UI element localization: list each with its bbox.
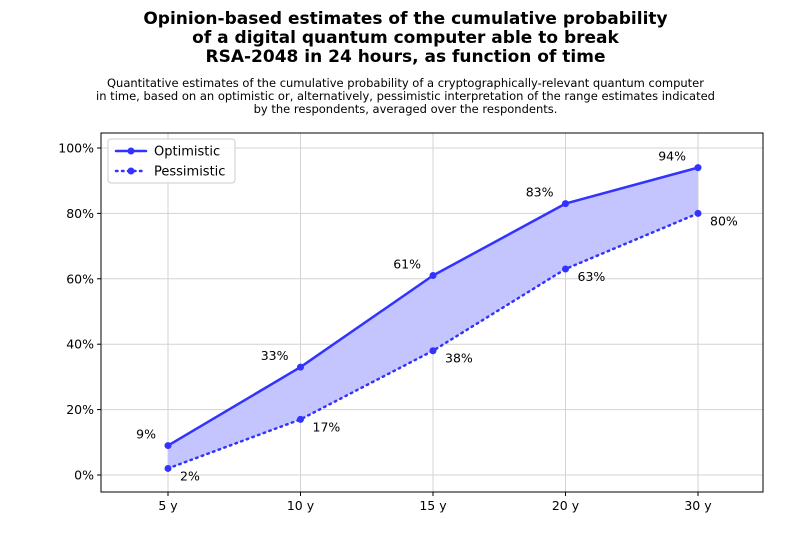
legend-label-pessimistic: Pessimistic (154, 165, 225, 180)
chart-subtitle-line-2: in time, based on an optimistic or, alte… (96, 89, 715, 103)
x-tick-label-1: 10 y (287, 498, 315, 513)
data-label-optimistic-1: 33% (261, 348, 289, 363)
y-tick-label-0: 0% (74, 468, 94, 483)
legend: Optimistic Pessimistic (107, 138, 236, 184)
data-label-optimistic-4: 94% (658, 149, 686, 164)
chart-title-line-1: Opinion-based estimates of the cumulativ… (143, 9, 668, 29)
data-label-optimistic-2: 61% (393, 257, 421, 272)
range-band (168, 167, 698, 469)
y-tick-label-3: 60% (66, 271, 94, 286)
point-optimistic-1 (297, 363, 304, 371)
x-tick-label-4: 30 y (684, 498, 712, 513)
y-tick-label-2: 40% (66, 337, 94, 352)
point-pessimistic-3 (562, 265, 569, 273)
y-tick-label-4: 80% (66, 206, 94, 221)
legend-label-optimistic: Optimistic (154, 145, 220, 160)
data-label-pessimistic-2: 38% (445, 351, 473, 366)
chart-title-line-2: of a digital quantum computer able to br… (192, 28, 619, 48)
data-label-pessimistic-1: 17% (313, 419, 341, 434)
data-label-pessimistic-4: 80% (710, 213, 738, 228)
data-label-pessimistic-3: 63% (578, 269, 606, 284)
x-tick-label-2: 15 y (419, 498, 447, 513)
chart-title: Opinion-based estimates of the cumulativ… (0, 10, 811, 67)
x-tick-label-0: 5 y (158, 498, 178, 513)
point-pessimistic-1 (297, 415, 304, 423)
data-label-optimistic-0: 9% (136, 427, 156, 442)
point-optimistic-0 (164, 442, 172, 450)
point-optimistic-2 (429, 272, 437, 280)
legend-marker-pessimistic (127, 167, 135, 175)
chart-title-line-3: RSA-2048 in 24 hours, as function of tim… (205, 47, 606, 67)
data-label-pessimistic-0: 2% (180, 468, 200, 483)
point-pessimistic-2 (429, 347, 437, 355)
point-pessimistic-4 (694, 209, 702, 217)
chart-subtitle: Quantitative estimates of the cumulative… (0, 77, 811, 116)
point-pessimistic-0 (164, 464, 172, 472)
point-optimistic-3 (562, 200, 569, 208)
data-label-optimistic-3: 83% (526, 185, 554, 200)
chart-subtitle-line-3: by the respondents, averaged over the re… (253, 102, 558, 116)
chart-subtitle-line-1: Quantitative estimates of the cumulative… (107, 76, 704, 90)
y-tick-label-5: 100% (58, 141, 94, 156)
legend-marker-optimistic (127, 147, 135, 155)
y-tick-label-1: 20% (66, 402, 94, 417)
x-tick-label-3: 20 y (552, 498, 580, 513)
point-optimistic-4 (694, 164, 702, 172)
plot-frame (100, 132, 764, 493)
